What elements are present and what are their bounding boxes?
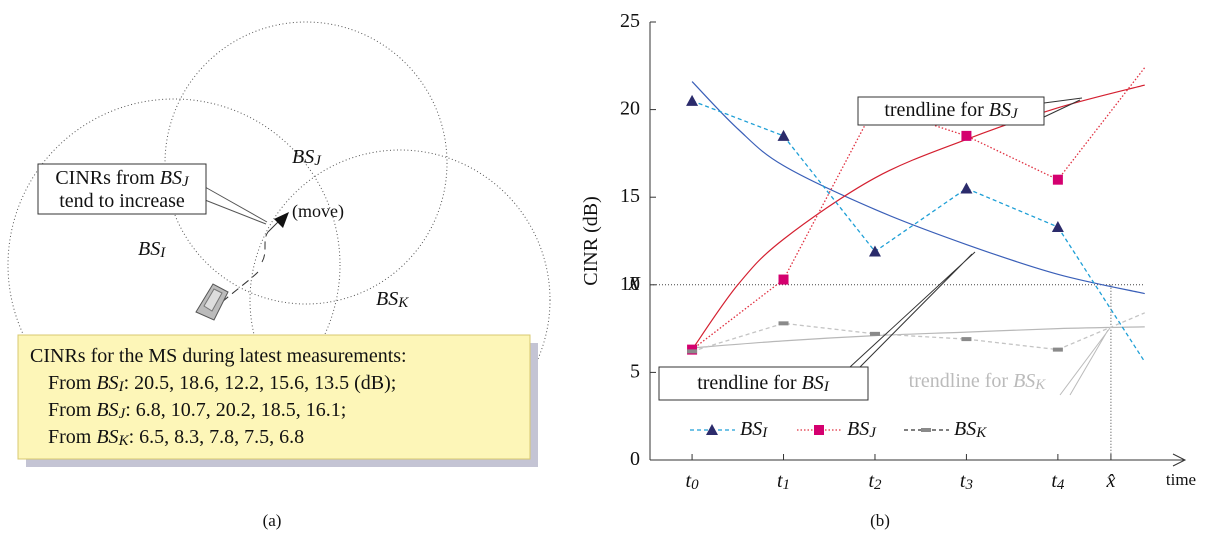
- trendline: [692, 326, 1145, 349]
- trendline-pointer: [1043, 97, 1083, 118]
- x-tick-label: t1: [777, 470, 790, 494]
- marker: [778, 274, 789, 285]
- callout-text: CINRs from BSJ: [55, 167, 190, 191]
- caption: (b): [870, 511, 890, 530]
- legend-marker: [921, 428, 931, 432]
- series-line: [691, 322, 1058, 352]
- trendline-pointer: [849, 251, 976, 368]
- callout-pointer: [204, 186, 268, 225]
- marker: [961, 337, 972, 342]
- trendline-label: trendline for BSK: [909, 370, 1047, 394]
- phone-icon: [195, 283, 229, 321]
- x-tick-label: x̂: [1105, 470, 1115, 492]
- station-label: BSI: [138, 238, 166, 262]
- marker: [687, 349, 698, 354]
- marker: [960, 182, 973, 194]
- legend-label: BSJ: [847, 418, 877, 442]
- y-axis-label: CINR (dB): [580, 196, 602, 285]
- x-axis-arrow: [1172, 453, 1187, 467]
- y-tick-label: 10: [620, 272, 640, 294]
- legend-marker: [706, 424, 718, 435]
- move-label: (move): [292, 201, 344, 222]
- measure-box: [17, 334, 531, 460]
- y-tick-label: 25: [620, 10, 640, 32]
- box-text: From BSI: 20.5, 18.6, 12.2, 15.6, 13.5 (…: [48, 372, 396, 396]
- marker: [1052, 174, 1063, 185]
- caption: (a): [263, 511, 282, 530]
- ms-path: [221, 231, 269, 303]
- box-text: CINRs for the MS during latest measureme…: [30, 345, 407, 367]
- x-tick-label: t4: [1051, 470, 1065, 494]
- circle-bs-k: [249, 149, 551, 451]
- x-tick-label: t2: [868, 470, 882, 494]
- trendline: [691, 84, 1145, 350]
- x-tick-label: t0: [686, 470, 700, 494]
- y-tick-label: 5: [630, 360, 640, 382]
- marker: [777, 129, 790, 141]
- circle-bs-i: [7, 98, 341, 432]
- y-tick-label: 20: [620, 97, 640, 119]
- y-tick-label: 15: [620, 185, 640, 207]
- station-label: BSK: [376, 288, 409, 312]
- move-arrow: [274, 212, 289, 228]
- trendline-label-box: [658, 366, 869, 401]
- marker: [1051, 220, 1064, 232]
- x-axis-label: time: [1166, 470, 1196, 489]
- marker: [868, 245, 881, 257]
- x-tick-label: t3: [960, 470, 973, 494]
- legend-label: BSI: [740, 418, 768, 442]
- marker: [686, 94, 699, 106]
- marker: [1052, 347, 1063, 352]
- station-label: BSJ: [292, 146, 322, 170]
- threshold-label: X: [627, 272, 641, 294]
- callout-text: tend to increase: [59, 190, 185, 212]
- legend-label: BSK: [954, 418, 987, 442]
- projection-line: [1057, 312, 1146, 351]
- box-text: From BSJ: 6.8, 10.7, 20.2, 18.5, 16.1;: [48, 399, 346, 423]
- trendline: [691, 81, 1145, 295]
- trendline-label: trendline for BSJ: [884, 99, 1019, 123]
- circle-bs-j: [164, 21, 448, 305]
- series-line: [691, 105, 1059, 351]
- projection-line: [1057, 226, 1146, 363]
- marker: [961, 130, 972, 141]
- marker: [869, 331, 880, 336]
- marker: [778, 321, 789, 326]
- coverage-circles: [7, 21, 551, 451]
- legend-marker: [814, 425, 824, 435]
- y-tick-label: 0: [630, 448, 640, 470]
- trendline-label-box: [857, 96, 1045, 126]
- projection-line: [1057, 67, 1146, 181]
- callout-box: [37, 163, 207, 215]
- box-text: From BSK: 6.5, 8.3, 7.8, 7.5, 6.8: [48, 426, 304, 450]
- trendline-label: trendline for BSI: [697, 372, 830, 396]
- trendline-pointer: [1059, 327, 1111, 396]
